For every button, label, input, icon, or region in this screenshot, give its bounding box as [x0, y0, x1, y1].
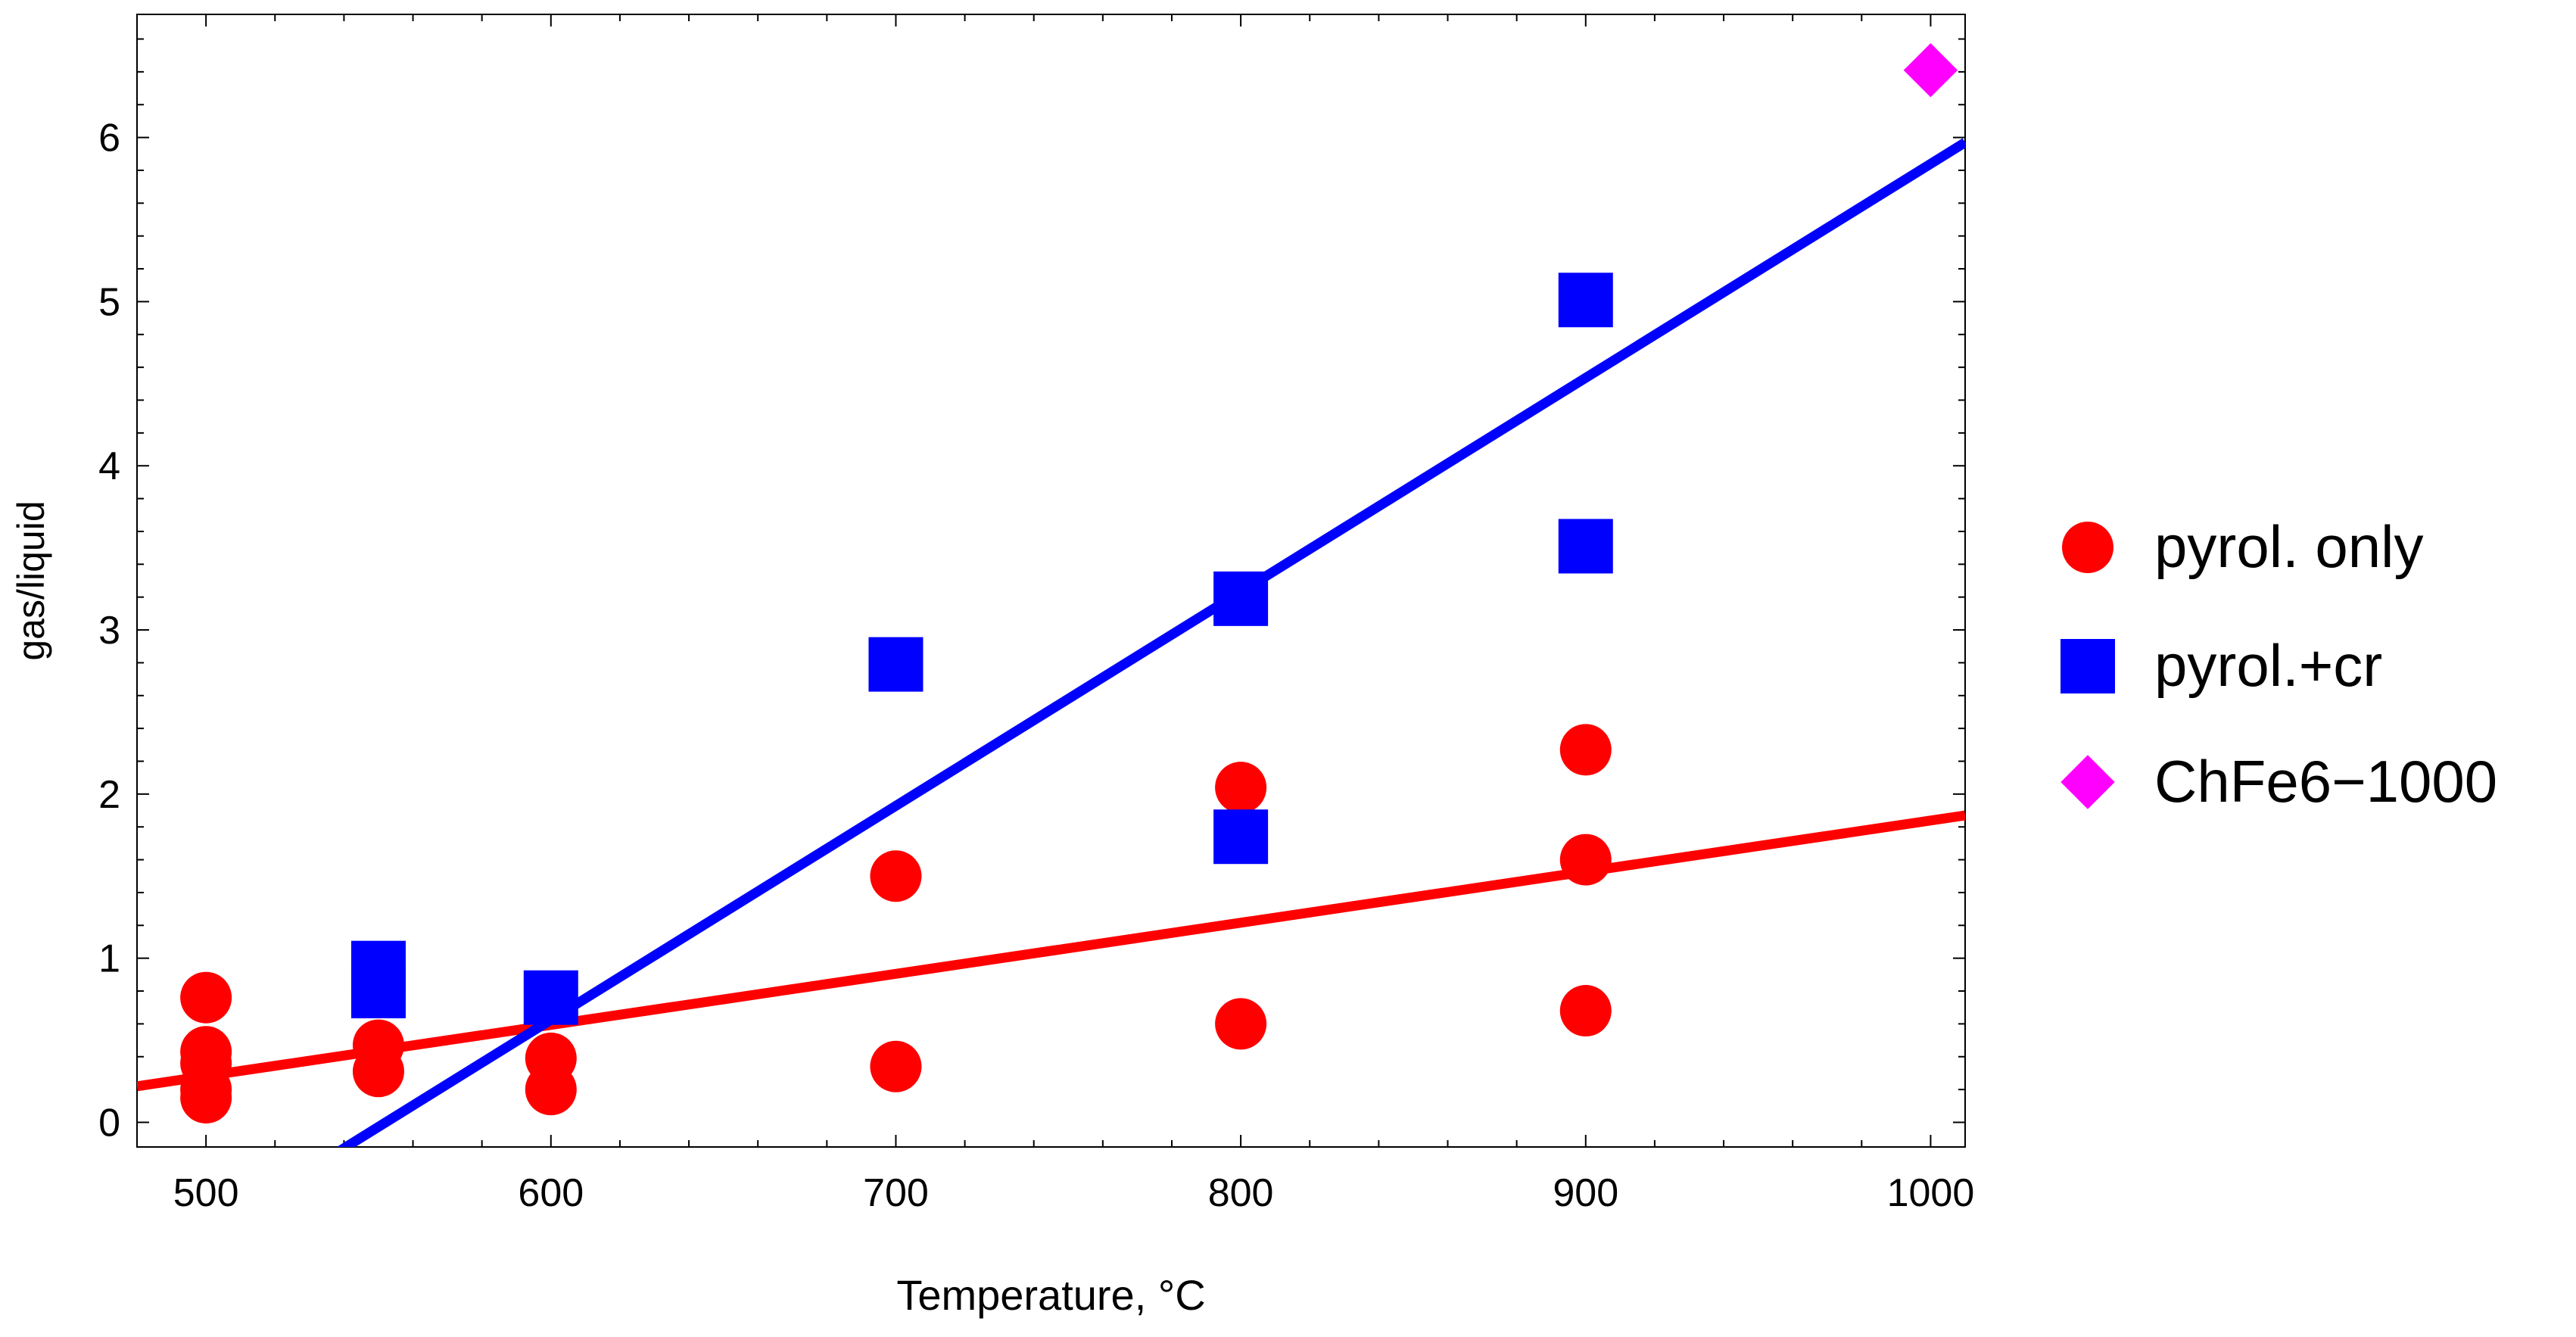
- point-pyrol-only: [870, 1040, 922, 1092]
- legend-label: pyrol.+cr: [2154, 632, 2382, 699]
- x-tick-label: 700: [863, 1171, 929, 1215]
- x-tick-label: 1000: [1887, 1171, 1975, 1215]
- fit-line-pyrol-only: [137, 810, 1965, 1092]
- legend-label: ChFe6−1000: [2154, 748, 2497, 815]
- point-pyrol-cr: [1213, 571, 1269, 626]
- point-pyrol-only: [1559, 985, 1612, 1037]
- data-points: [180, 43, 1958, 1124]
- point-chfe6-1000: [1903, 43, 1958, 98]
- x-tick-label: 800: [1208, 1171, 1274, 1215]
- y-tick-label: 1: [98, 937, 120, 981]
- plot-frame: [136, 14, 1966, 1148]
- y-tick-label: 5: [98, 280, 120, 324]
- y-tick-label: 6: [98, 117, 120, 161]
- point-pyrol-only: [1215, 762, 1267, 814]
- point-pyrol-cr: [1213, 809, 1269, 865]
- y-axis-label: gas/liquid: [10, 500, 52, 660]
- point-pyrol-cr: [350, 964, 406, 1019]
- point-pyrol-only: [870, 850, 922, 902]
- y-tick-label: 2: [98, 773, 120, 817]
- legend-label: pyrol. only: [2154, 513, 2424, 580]
- point-pyrol-only: [180, 1071, 232, 1124]
- plot-area: [137, 138, 1965, 1147]
- legend-marker-2: [2060, 755, 2115, 809]
- x-axis-label: Temperature, °C: [896, 1271, 1205, 1319]
- y-tick-label: 0: [98, 1101, 120, 1145]
- fit-line-pyrol-cr: [336, 138, 1965, 1147]
- x-tick-label: 500: [173, 1171, 239, 1215]
- x-tick-label: 900: [1553, 1171, 1618, 1215]
- point-pyrol-only: [1215, 998, 1267, 1050]
- legend: pyrol. only pyrol.+cr ChFe6−1000: [2060, 513, 2497, 815]
- legend-marker-1: [2060, 639, 2115, 693]
- point-pyrol-only: [1559, 724, 1612, 776]
- y-tick-label: 3: [98, 609, 120, 653]
- legend-marker-0: [2062, 522, 2113, 573]
- point-pyrol-only: [352, 1046, 404, 1098]
- point-pyrol-cr: [1558, 519, 1613, 574]
- x-tick-label: 600: [518, 1171, 584, 1215]
- axis-ticks: [136, 14, 1965, 1147]
- point-pyrol-only: [1559, 834, 1612, 886]
- point-pyrol-cr: [1558, 273, 1613, 328]
- point-pyrol-only: [180, 971, 232, 1024]
- point-pyrol-only: [525, 1064, 577, 1116]
- point-pyrol-cr: [868, 637, 924, 692]
- point-pyrol-cr: [523, 970, 578, 1025]
- y-tick-label: 4: [98, 444, 120, 488]
